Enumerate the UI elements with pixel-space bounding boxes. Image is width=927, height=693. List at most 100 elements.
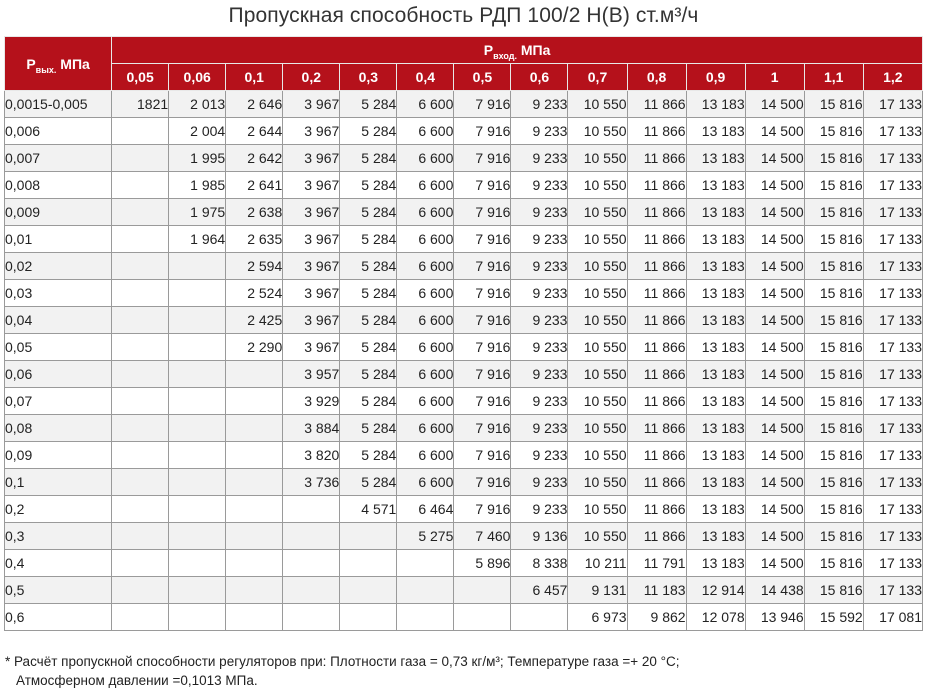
capacity-cell	[168, 387, 227, 415]
capacity-cell: 2 524	[225, 279, 284, 307]
capacity-cell: 3 967	[282, 225, 341, 253]
capacity-cell: 15 816	[803, 495, 864, 523]
capacity-cell: 2 425	[225, 306, 284, 334]
capacity-cell: 11 791	[626, 549, 687, 577]
capacity-cell: 2 641	[225, 171, 284, 199]
capacity-cell: 10 550	[567, 117, 628, 145]
capacity-cell: 13 183	[685, 441, 746, 469]
capacity-cell: 11 866	[626, 360, 687, 388]
capacity-cell: 6 600	[396, 333, 455, 361]
capacity-cell: 17 133	[862, 117, 924, 145]
footnote: * Расчёт пропускной способности регулято…	[5, 652, 920, 690]
capacity-cell: 5 284	[339, 414, 398, 442]
capacity-cell: 6 457	[510, 576, 569, 604]
capacity-cell: 15 816	[803, 333, 864, 361]
capacity-cell: 6 600	[396, 144, 455, 172]
capacity-cell	[282, 495, 341, 523]
capacity-cell: 15 816	[803, 576, 864, 604]
capacity-cell: 9 233	[510, 252, 569, 280]
capacity-cell: 17 133	[862, 522, 924, 550]
capacity-cell	[396, 576, 455, 604]
capacity-cell: 17 133	[862, 333, 924, 361]
capacity-cell	[225, 468, 284, 496]
capacity-cell: 14 500	[744, 171, 805, 199]
capacity-cell: 17 133	[862, 306, 924, 334]
capacity-cell: 5 284	[339, 117, 398, 145]
capacity-cell: 11 866	[626, 225, 687, 253]
capacity-cell: 5 284	[339, 441, 398, 469]
capacity-cell	[111, 441, 170, 469]
outlet-pressure-label: 0,04	[3, 306, 113, 334]
capacity-cell: 11 866	[626, 198, 687, 226]
capacity-cell: 13 183	[685, 171, 746, 199]
capacity-cell: 14 500	[744, 468, 805, 496]
outlet-pressure-label: 0,007	[3, 144, 113, 172]
capacity-cell: 3 820	[282, 441, 341, 469]
capacity-cell: 3 967	[282, 198, 341, 226]
capacity-cell: 13 183	[685, 360, 746, 388]
capacity-cell: 15 816	[803, 117, 864, 145]
capacity-cell: 14 500	[744, 198, 805, 226]
capacity-cell: 6 600	[396, 306, 455, 334]
capacity-cell: 13 183	[685, 198, 746, 226]
capacity-cell: 5 284	[339, 144, 398, 172]
capacity-cell	[396, 549, 455, 577]
table-row: 0,006 2 004 2 644 3 967 5 284 6 600 7 916 9 233…	[3, 117, 924, 145]
table-row: 0,009 1 975 2 638 3 967 5 284 6 600 7 916 9 233…	[3, 198, 924, 226]
capacity-cell: 13 183	[685, 117, 746, 145]
capacity-cell: 5 284	[339, 198, 398, 226]
capacity-cell: 5 284	[339, 171, 398, 199]
capacity-cell	[168, 549, 227, 577]
capacity-cell: 13 183	[685, 279, 746, 307]
capacity-cell	[225, 522, 284, 550]
capacity-cell: 11 866	[626, 495, 687, 523]
table-row: 0,2 4 571 6 464 7 916 9 233 10 550 11 866 13 18…	[3, 495, 924, 523]
capacity-cell	[339, 549, 398, 577]
capacity-cell: 10 550	[567, 468, 628, 496]
capacity-cell	[111, 144, 170, 172]
capacity-cell	[111, 576, 170, 604]
capacity-cell: 3 967	[282, 279, 341, 307]
outlet-pressure-label: 0,09	[3, 441, 113, 469]
capacity-cell	[168, 414, 227, 442]
capacity-cell: 14 500	[744, 279, 805, 307]
capacity-cell: 9 233	[510, 333, 569, 361]
capacity-cell: 2 594	[225, 252, 284, 280]
capacity-cell	[339, 522, 398, 550]
capacity-cell: 10 550	[567, 306, 628, 334]
capacity-cell: 3 967	[282, 144, 341, 172]
capacity-cell: 14 500	[744, 117, 805, 145]
capacity-cell: 9 233	[510, 360, 569, 388]
capacity-cell: 15 816	[803, 387, 864, 415]
outlet-pressure-header: Pвых. МПа	[3, 36, 113, 91]
capacity-cell: 11 183	[626, 576, 687, 604]
capacity-cell: 7 916	[453, 117, 512, 145]
outlet-pressure-label: 0,01	[3, 225, 113, 253]
inlet-pressure-column-header: 0,5	[453, 63, 512, 91]
capacity-cell	[453, 576, 512, 604]
capacity-cell: 1 995	[168, 144, 227, 172]
capacity-cell: 15 816	[803, 468, 864, 496]
capacity-cell: 9 136	[510, 522, 569, 550]
capacity-cell: 11 866	[626, 333, 687, 361]
capacity-cell: 5 896	[453, 549, 512, 577]
capacity-cell: 14 500	[744, 90, 805, 118]
footnote-line-1: * Расчёт пропускной способности регулято…	[5, 654, 680, 669]
table-row: 0,008 1 985 2 641 3 967 5 284 6 600 7 916 9 233…	[3, 171, 924, 199]
capacity-cell: 13 183	[685, 225, 746, 253]
outlet-pressure-label: 0,009	[3, 198, 113, 226]
capacity-cell: 13 183	[685, 306, 746, 334]
capacity-cell: 15 816	[803, 522, 864, 550]
page-title: Пропускная способность РДП 100/2 Н(В) ст…	[228, 4, 699, 27]
capacity-cell: 3 967	[282, 90, 341, 118]
capacity-cell: 6 600	[396, 360, 455, 388]
capacity-cell	[111, 387, 170, 415]
capacity-cell	[168, 495, 227, 523]
table-row: 0,3 5 275 7 460 9 136 10 550 11 866 13 183 14 5…	[3, 522, 924, 550]
outlet-pressure-label: 0,006	[3, 117, 113, 145]
capacity-cell: 9 233	[510, 306, 569, 334]
outlet-pressure-label: 0,06	[3, 360, 113, 388]
capacity-cell: 14 500	[744, 387, 805, 415]
inlet-pressure-column-header: 1,2	[862, 63, 924, 91]
capacity-cell: 14 500	[744, 441, 805, 469]
